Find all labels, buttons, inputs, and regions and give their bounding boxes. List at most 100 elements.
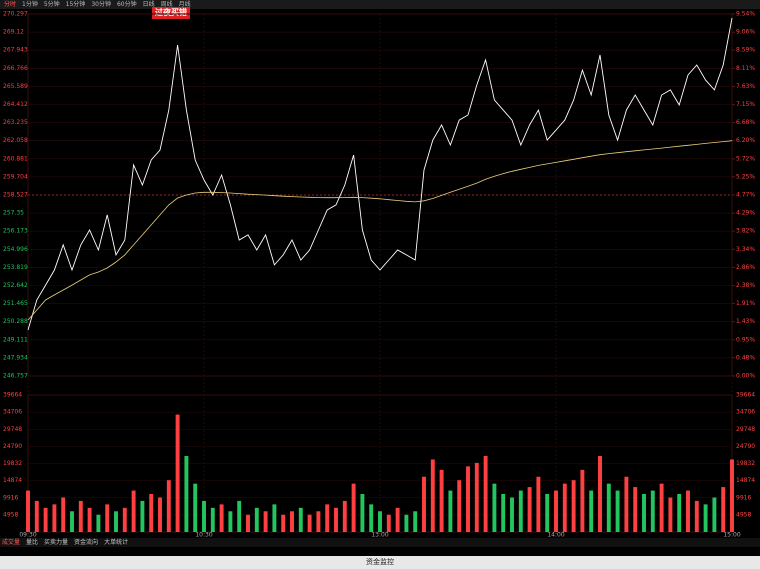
y2-tick-label: 24790: [736, 443, 755, 450]
volume-bar: [246, 514, 250, 532]
volume-bar: [694, 500, 699, 532]
y2-tick-label: 14874: [736, 477, 755, 484]
y2-tick-label: 0.00%: [736, 373, 755, 380]
volume-bar: [422, 476, 426, 532]
volume-bar: [193, 483, 198, 532]
y-tick-label: 246.757: [3, 373, 28, 380]
y-tick-label: 39664: [3, 392, 22, 399]
volume-bar: [105, 504, 110, 532]
volume-bar: [474, 462, 479, 532]
period-tab[interactable]: 1分钟: [22, 1, 38, 8]
y-tick-label: 262.058: [3, 137, 28, 144]
indicator-tab[interactable]: 资金流向: [74, 539, 99, 546]
volume-bar: [166, 480, 171, 532]
volume-bar: [562, 483, 567, 532]
period-tab[interactable]: 15分钟: [65, 1, 86, 8]
x-tick-label: 10:30: [195, 532, 212, 539]
y-tick-label: 254.996: [3, 246, 28, 253]
y2-tick-label: 4958: [736, 511, 751, 518]
volume-bar: [483, 456, 488, 532]
period-tab[interactable]: 60分钟: [116, 1, 137, 8]
price-line: [27, 17, 733, 331]
volume-bar: [210, 507, 215, 532]
y2-tick-label: 34706: [736, 409, 755, 416]
volume-bar: [149, 494, 154, 532]
volume-bar: [43, 507, 48, 532]
volume-bar: [466, 466, 470, 532]
volume-bar: [633, 487, 638, 532]
volume-bar: [712, 497, 717, 532]
y-tick-label: 257.35: [3, 210, 24, 217]
y2-tick-label: 4.29%: [736, 210, 755, 217]
volume-bar: [668, 497, 673, 532]
volume-bar: [351, 483, 356, 532]
period-tab[interactable]: 周线: [160, 1, 173, 8]
volume-bar: [598, 456, 602, 532]
period-tab[interactable]: 月线: [178, 1, 191, 8]
volume-bar: [404, 514, 409, 532]
indicator-tab[interactable]: 量比: [26, 539, 39, 546]
indicator-tab[interactable]: 买卖力量: [44, 539, 69, 546]
x-tick-label: 15:00: [723, 532, 740, 539]
volume-bar: [202, 500, 206, 532]
y-tick-label: 24790: [3, 443, 22, 450]
volume-bar: [721, 487, 726, 532]
y-tick-label: 260.881: [3, 155, 28, 162]
volume-bar: [140, 500, 145, 532]
y-tick-label: 250.288: [3, 318, 28, 325]
y2-tick-label: 9.54%: [736, 11, 755, 18]
x-tick-label: 09:30: [19, 532, 36, 539]
volume-bar: [606, 483, 611, 532]
volume-bar: [571, 480, 576, 532]
volume-bar: [615, 490, 620, 532]
volume-bar: [87, 507, 92, 532]
volume-bar: [386, 514, 391, 532]
y-tick-label: 249.111: [3, 336, 28, 343]
period-tab[interactable]: 5分钟: [43, 1, 60, 8]
toolbar: 分时 1分钟 5分钟 15分钟 30分钟 60分钟 日线 周线 月线: [0, 0, 760, 9]
volume-bar: [501, 494, 506, 532]
volume-bar: [650, 490, 655, 532]
volume-bar: [536, 476, 541, 532]
y-tick-label: 34706: [3, 409, 22, 416]
volume-bar: [70, 511, 74, 532]
volume-bar: [334, 507, 338, 532]
y-tick-label: 253.819: [3, 264, 28, 271]
volume-bar: [263, 511, 268, 532]
y2-tick-label: 5.25%: [736, 173, 755, 180]
volume-bar: [448, 490, 453, 532]
volume-bar: [158, 497, 162, 532]
indicator-tab[interactable]: 成交量: [2, 539, 21, 546]
volume-bar: [545, 494, 550, 532]
volume-bar: [360, 494, 365, 532]
x-tick-label: 14:00: [547, 532, 564, 539]
volume-bar: [237, 500, 242, 532]
volume-bar: [219, 504, 224, 532]
period-tab[interactable]: 分时: [4, 1, 17, 8]
y-tick-label: 9916: [3, 494, 18, 501]
y2-tick-label: 39664: [736, 392, 755, 399]
volume-bar: [26, 490, 30, 532]
indicator-tabs: 成交量 量比 买卖力量 资金流向 大单统计: [0, 538, 760, 547]
volume-bar: [272, 504, 277, 532]
volume-bar: [430, 459, 435, 532]
y-tick-label: 252.642: [3, 282, 28, 289]
period-tab[interactable]: 日线: [142, 1, 155, 8]
y2-tick-label: 7.15%: [736, 101, 755, 108]
volume-bar: [228, 511, 233, 532]
y2-tick-label: 0.95%: [736, 336, 755, 343]
volume-bar: [131, 490, 136, 532]
period-tab[interactable]: 30分钟: [91, 1, 111, 8]
volume-bar: [175, 414, 180, 532]
volume-bar: [686, 490, 690, 532]
y2-tick-label: 7.63%: [736, 83, 755, 90]
volume-bar: [457, 480, 462, 532]
volume-bar: [122, 507, 127, 532]
volume-bar: [342, 500, 347, 532]
volume-bar: [307, 514, 312, 532]
y2-tick-label: 3.82%: [736, 228, 755, 235]
volume-bar: [624, 476, 629, 532]
indicator-tab[interactable]: 大单统计: [104, 539, 129, 546]
volume-bar: [554, 490, 558, 532]
